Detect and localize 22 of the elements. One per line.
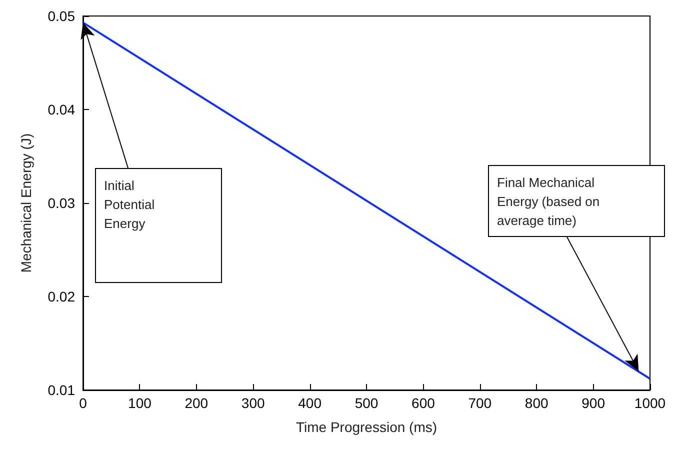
annotation: Final Mechanical Energy (based on average time) (497, 174, 601, 230)
x-tick-label: 600 (412, 395, 436, 411)
y-tick-label: 0.05 (48, 8, 76, 24)
y-axis-title: Mechanical Energy (J) (18, 133, 34, 273)
x-tick-label: 500 (354, 395, 378, 411)
x-tick-label: 700 (468, 395, 492, 411)
x-tick-label: 1000 (634, 395, 666, 411)
callout-box: Initial Potential Energy (95, 168, 222, 283)
x-tick-label: 300 (241, 395, 265, 411)
x-axis-title: Time Progression (ms) (296, 419, 438, 435)
x-tick-label: 200 (184, 395, 208, 411)
x-tick-label: 0 (79, 395, 88, 411)
y-tick-label: 0.01 (48, 382, 76, 398)
x-tick-label: 900 (582, 395, 606, 411)
y-tick-label: 0.04 (48, 102, 76, 118)
x-tick-label: 800 (524, 395, 548, 411)
x-tick-label: 100 (128, 395, 152, 411)
annotation: Initial Potential Energy (104, 177, 156, 233)
x-tick-label: 400 (298, 395, 322, 411)
y-tick-label: 0.03 (48, 195, 76, 211)
callout-box: Final Mechanical Energy (based on average time) (488, 165, 665, 237)
y-tick-label: 0.02 (48, 288, 76, 304)
